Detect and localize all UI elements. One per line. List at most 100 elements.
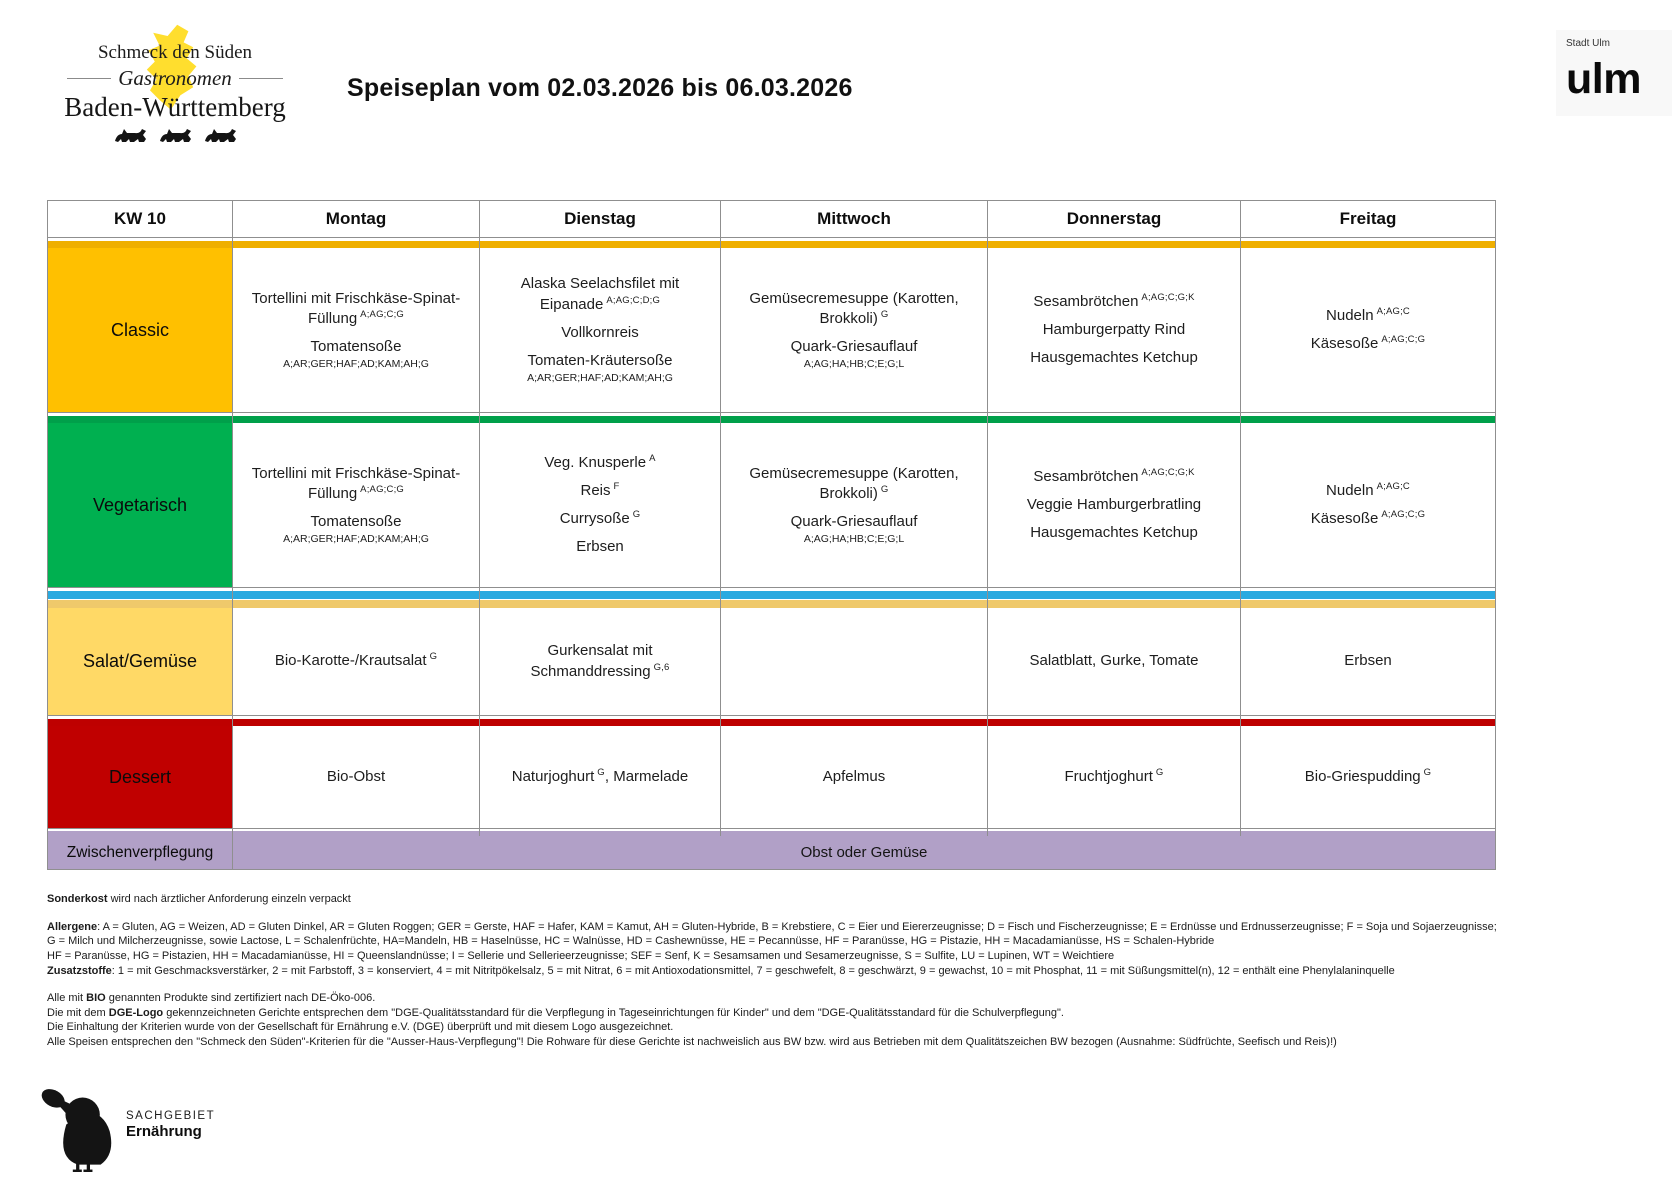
menu-item: Hausgemachtes Ketchup [1030,349,1198,367]
category-color-bar [988,831,1240,836]
menu-item: Fruchtjoghurt G [1064,766,1164,785]
category-color-bar [988,416,1240,423]
sparrow-icon [41,1089,112,1172]
allergen-codes: G [429,651,438,663]
footer-line-bio: Alle mit BIO genannten Produkte sind zer… [47,992,376,1005]
allergen-codes: G,6 [653,661,670,673]
allergen-codes: G [880,483,889,495]
brand-line1: Schmeck den Süden [97,42,253,63]
menu-item: Sesambrötchen A;AG;C;G;K [1033,291,1195,310]
category-color-bar [721,600,987,608]
lions-icon [50,127,300,144]
allergen-codes: A;AG;C;G;K [1141,291,1195,303]
menu-cell: Naturjoghurt G, Marmelade [479,726,721,829]
category-color-bar [721,591,987,599]
allergen-codes: A;AG;C;G;K [1141,466,1195,478]
menu-item: Veggie Hamburgerbratling [1026,495,1202,513]
category-color-bar [48,831,232,836]
footer-line-schmeck: Alle Speisen entsprechen den "Schmeck de… [47,1036,1337,1048]
menu-item: Gemüsecremesuppe (Karotten, Brokkoli) G [749,464,959,502]
menu-item: Gurkensalat mit Schmanddressing G,6 [530,642,670,680]
category-color-bar [233,600,479,608]
menu-item: Quark-Griesauflauf A;AG;HA;HB;C;E;G;L [735,512,973,546]
menu-item: Reis F [580,480,620,499]
allergen-codes-line: A;AG;HA;HB;C;E;G;L [803,533,905,546]
allergen-codes: A;AG;C [1376,480,1410,492]
menu-item: Alaska Seelachsfilet mit Eipanade A;AG;C;… [520,275,680,313]
rule-left [67,78,112,79]
menu-item: Bio-Obst [326,767,386,785]
footer-line-allergene2: HF = Paranüsse, HG = Pistazien, HH = Mac… [47,949,1115,962]
footer-line-kriterien: Die Einhaltung der Kriterien wurde von d… [47,1021,674,1034]
category-color-bar [48,719,232,726]
day-header-mittwoch: Mittwoch [720,200,988,238]
allergen-codes: A;AG;C;G [360,308,405,320]
category-color-bar [480,600,720,608]
category-color-bar [721,241,987,248]
category-color-bar [721,831,987,836]
menu-cell: Sesambrötchen A;AG;C;G;K Hamburgerpatty Ri… [987,248,1241,413]
allergen-codes: F [613,480,620,492]
menu-cell: Gurkensalat mit Schmanddressing G,6 [479,608,721,716]
category-color-bar [480,719,720,726]
category-color-bar [233,591,479,599]
category-color-bar [233,831,479,836]
category-color-bar [1241,416,1495,423]
allergen-codes: G [1155,766,1164,778]
menu-item: Käsesoße A;AG;C;G [1310,509,1426,527]
category-color-bar [48,416,232,423]
footer-notes: Sonderkost wird nach ärztlicher Anforder… [47,892,1502,1050]
category-color-bar [480,241,720,248]
menu-item: Käsesoße A;AG;C;G [1310,334,1426,352]
category-color-bar [233,241,479,248]
allergen-codes: A [649,452,656,464]
category-color-bar [1241,831,1495,836]
stadt-ulm-logo: Stadt Ulm ulm [1556,30,1672,116]
classic-color-bar-row [47,237,1496,248]
category-color-bar [721,719,987,726]
menu-item: Bio-Karotte-/Krautsalat G [274,651,438,670]
menu-cell: Erbsen [1240,608,1496,716]
menu-item: Quark-Griesauflauf A;AG;HA;HB;C;E;G;L [735,337,973,371]
footer-line-dge: Die mit dem DGE-Logo gekennzeichneten Ge… [47,1006,1064,1019]
allergen-codes: A;AG;C;D;G [606,294,661,306]
menu-item: Nudeln A;AG;C [1326,480,1410,499]
dept-line1: SACHGEBIET [126,1110,216,1122]
zwischenverpflegung-row: Zwischenverpflegung Obst oder Gemüse [47,836,1496,870]
brand-line2: Gastronomen [50,66,300,91]
day-header-freitag: Freitag [1240,200,1496,238]
category-color-bar [721,416,987,423]
lion-icon [160,129,191,142]
page-title: Speiseplan vom 02.03.2026 bis 06.03.2026 [347,74,853,102]
menu-cell: Gemüsecremesuppe (Karotten, Brokkoli) G Qu… [720,248,988,413]
day-header-donnerstag: Donnerstag [987,200,1241,238]
category-color-bar [233,719,479,726]
menu-item: Tomaten-Kräutersoße A;AR;GER;HAF;AD;KAM;A… [494,351,706,385]
footer-line-sonderkost: Sonderkost wird nach ärztlicher Anforder… [47,893,351,905]
category-color-bar [1241,719,1495,726]
baden-wuerttemberg-map-icon [146,24,197,110]
menu-item: Naturjoghurt G, Marmelade [511,766,689,785]
menu-table: KW 10 Montag Dienstag Mittwoch Donnersta… [47,200,1496,870]
stadt-ulm-label: Stadt Ulm [1566,38,1610,49]
footer-line-allergene: Allergene: A = Gluten, AG = Weizen, AD =… [47,920,1497,948]
schmeck-den-sueden-logo: Schmeck den Süden Gastronomen Baden-Würt… [50,22,300,142]
lion-icon [205,129,236,142]
category-label-classic: Classic [47,248,233,413]
brand-line3: Baden-Württemberg [64,92,286,122]
allergen-codes: A;AG;C [1376,305,1410,317]
rule-right [238,78,283,79]
allergen-codes: A;AG;C;G [1381,334,1426,345]
allergen-codes-line: A;AR;GER;HAF;AD;KAM;AH;G [283,358,429,371]
dessert-row: Dessert Bio-Obst Naturjoghurt G, Marmelad… [47,726,1496,829]
menu-cell: Fruchtjoghurt G [987,726,1241,829]
table-header-row: KW 10 Montag Dienstag Mittwoch Donnersta… [47,200,1496,238]
menu-cell: Nudeln A;AG;C Käsesoße A;AG;C;G [1240,248,1496,413]
menu-item: Tomatensoße A;AR;GER;HAF;AD;KAM;AH;G [247,512,465,546]
lion-icon [115,129,146,142]
category-color-bar [233,416,479,423]
menu-item: Sesambrötchen A;AG;C;G;K [1033,466,1195,485]
classic-row: Classic Tortellini mit Frischkäse-Spinat… [47,248,1496,413]
category-label-zwischenverpflegung: Zwischenverpflegung [47,836,233,870]
